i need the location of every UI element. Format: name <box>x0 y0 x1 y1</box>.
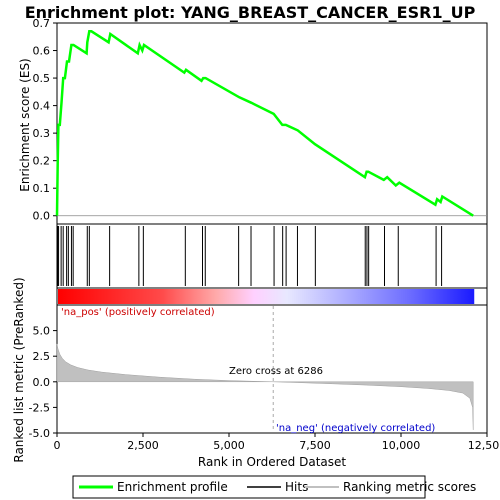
metric-x-tick-label: 5,000 <box>213 439 245 452</box>
es-y-tick-label: 0.7 <box>33 17 51 30</box>
metric-panel: -5.0 -2.5 0.0 2.5 5.0 0 2,500 5,000 7,500 10,000… <box>12 277 500 469</box>
es-y-axis-label: Enrichment score (ES) <box>18 58 32 191</box>
es-y-tick-label: 0.3 <box>33 127 51 140</box>
hit-markers <box>57 226 443 286</box>
hits-frame <box>56 223 488 289</box>
metric-x-tick-label: 0 <box>54 439 61 452</box>
es-y-tick-label: 0.4 <box>33 100 51 113</box>
es-y-tick-label: 0.0 <box>33 210 51 223</box>
metric-x-axis: 0 2,500 5,000 7,500 10,000 12,500 <box>54 433 500 452</box>
enrichment-profile-line <box>55 30 474 217</box>
ranked-color-bar <box>58 289 475 304</box>
es-y-tick-label: 0.2 <box>33 155 51 168</box>
metric-x-tick-label: 10,000 <box>382 439 421 452</box>
es-y-tick-label: 0.6 <box>33 45 51 58</box>
metric-y-axis-label: Ranked list metric (PreRanked) <box>12 277 26 462</box>
es-panel: 0.0 0.1 0.2 0.3 0.4 0.5 0.6 0.7 Enrichment scor… <box>18 17 488 225</box>
metric-y-axis: -5.0 -2.5 0.0 2.5 5.0 <box>29 325 57 440</box>
metric-y-tick-label: -2.5 <box>29 401 50 414</box>
legend: Enrichment profile Hits Ranking metric s… <box>72 475 476 499</box>
hits-panel <box>56 223 488 289</box>
metric-x-axis-label: Rank in Ordered Dataset <box>198 455 346 469</box>
zero-cross-label: Zero cross at 6286 <box>229 366 323 377</box>
legend-enrichment-label: Enrichment profile <box>117 480 228 494</box>
negative-correlation-label: 'na_neg' (negatively correlated) <box>276 423 435 434</box>
es-plot-frame <box>56 22 488 225</box>
metric-y-tick-label: 0.0 <box>33 376 51 389</box>
es-y-axis: 0.0 0.1 0.2 0.3 0.4 0.5 0.6 0.7 <box>33 17 57 223</box>
metric-x-tick-label: 12,500 <box>468 439 500 452</box>
metric-plot-frame <box>56 304 488 434</box>
metric-x-tick-label: 2,500 <box>127 439 159 452</box>
metric-y-tick-label: 2.5 <box>33 350 51 363</box>
metric-y-tick-label: 5.0 <box>33 325 51 338</box>
chart-title: Enrichment plot: YANG_BREAST_CANCER_ESR1… <box>25 3 476 22</box>
legend-hits-label: Hits <box>285 480 308 494</box>
metric-y-tick-label: -5.0 <box>29 427 50 440</box>
legend-metric-label: Ranking metric scores <box>343 480 476 494</box>
metric-x-tick-label: 7,500 <box>299 439 331 452</box>
positive-correlation-label: 'na_pos' (positively correlated) <box>61 307 215 318</box>
ranking-metric-area <box>56 343 474 430</box>
es-y-tick-label: 0.5 <box>33 72 51 85</box>
es-y-tick-label: 0.1 <box>33 182 51 195</box>
